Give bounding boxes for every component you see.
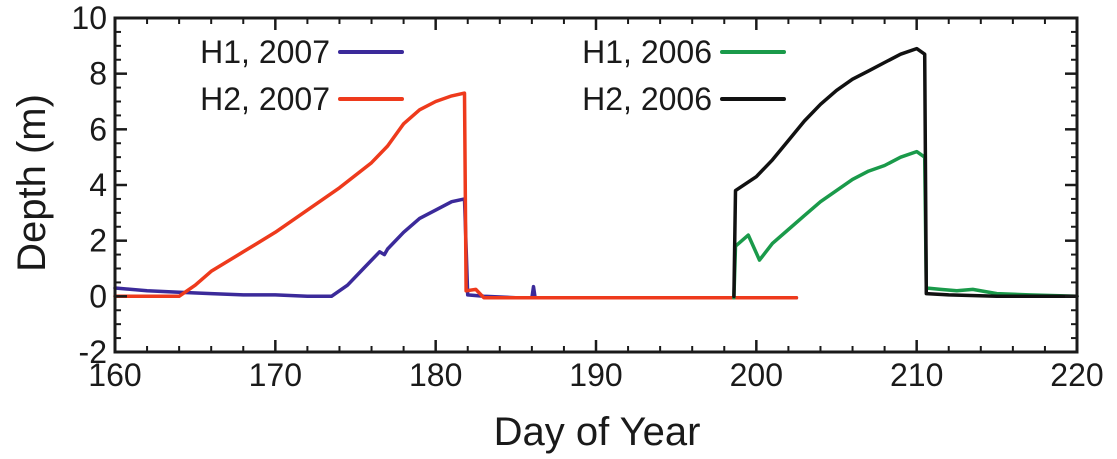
- y-tick-label: 10: [71, 0, 107, 36]
- plot-lines: [113, 46, 1079, 300]
- legend: H1, 2007 H2, 2007 H1, 2006 H2, 2006: [200, 34, 786, 117]
- legend-label-1: H2, 2007: [200, 81, 330, 117]
- ticks: [113, 16, 1079, 354]
- x-tick-label: 210: [890, 357, 943, 393]
- y-axis-title: Depth (m): [10, 94, 54, 272]
- series-line-3: [732, 46, 1079, 299]
- series-line-1: [113, 91, 799, 300]
- y-tick-label: 4: [89, 167, 107, 203]
- legend-label-0: H1, 2007: [200, 34, 330, 70]
- y-tick-label: 0: [89, 278, 107, 314]
- x-tick-label: 180: [409, 357, 462, 393]
- y-tick-label: 8: [89, 56, 107, 92]
- y-tick-label: 6: [89, 111, 107, 147]
- y-tick-label: -2: [79, 334, 107, 370]
- x-tick-label: 190: [569, 357, 622, 393]
- y-tick-label: 2: [89, 223, 107, 259]
- legend-label-2: H1, 2006: [582, 34, 712, 70]
- legend-label-3: H2, 2006: [582, 81, 712, 117]
- series-line-2: [732, 149, 1079, 300]
- x-tick-label: 200: [730, 357, 783, 393]
- x-tick-label: 220: [1050, 357, 1103, 393]
- series-line-0: [113, 197, 799, 300]
- tick-labels: 160 170 180 190 200 210 220 -2 0 2 4 6 8 10: [71, 0, 1103, 393]
- x-axis-title: Day of Year: [494, 410, 701, 454]
- x-tick-label: 160: [88, 357, 141, 393]
- x-tick-label: 170: [249, 357, 302, 393]
